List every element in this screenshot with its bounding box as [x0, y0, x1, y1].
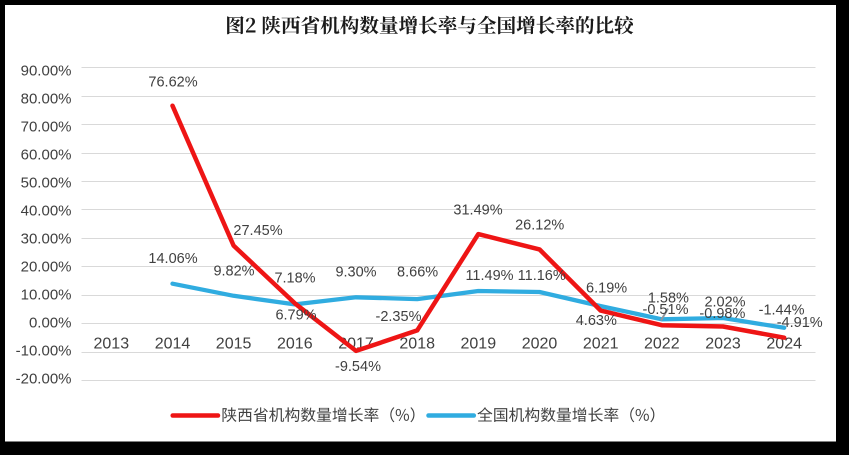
svg-text:0.00%: 0.00% [29, 315, 72, 332]
svg-text:9.30%: 9.30% [335, 264, 376, 280]
svg-text:20.00%: 20.00% [21, 259, 72, 276]
svg-text:11.16%: 11.16% [518, 268, 566, 284]
svg-text:2.02%: 2.02% [704, 295, 745, 311]
svg-text:2018: 2018 [399, 335, 435, 352]
svg-text:2015: 2015 [216, 335, 252, 352]
svg-text:-20.00%: -20.00% [16, 371, 72, 388]
svg-text:14.06%: 14.06% [148, 251, 197, 267]
svg-text:-0.98%: -0.98% [699, 306, 745, 322]
svg-text:60.00%: 60.00% [21, 147, 72, 164]
svg-text:6.79%: 6.79% [275, 307, 316, 323]
svg-text:-2.35%: -2.35% [376, 309, 422, 325]
svg-text:-4.91%: -4.91% [777, 315, 823, 331]
svg-text:2020: 2020 [522, 335, 558, 352]
svg-text:-1.44%: -1.44% [759, 303, 805, 319]
svg-text:-9.54%: -9.54% [335, 359, 381, 375]
svg-text:76.62%: 76.62% [148, 74, 197, 90]
svg-text:30.00%: 30.00% [21, 231, 72, 248]
svg-text:8.66%: 8.66% [397, 264, 438, 280]
svg-text:2019: 2019 [461, 335, 497, 352]
svg-text:2024: 2024 [766, 335, 802, 352]
svg-text:2023: 2023 [705, 335, 741, 352]
svg-text:2022: 2022 [644, 335, 680, 352]
svg-text:4.63%: 4.63% [576, 313, 617, 329]
svg-text:50.00%: 50.00% [21, 175, 72, 192]
svg-text:2021: 2021 [583, 335, 619, 352]
svg-text:6.19%: 6.19% [586, 281, 627, 297]
svg-text:-10.00%: -10.00% [16, 343, 72, 360]
svg-text:10.00%: 10.00% [21, 287, 72, 304]
svg-text:2016: 2016 [277, 335, 313, 352]
svg-text:1.58%: 1.58% [648, 291, 689, 307]
svg-text:7.18%: 7.18% [274, 270, 315, 286]
svg-text:40.00%: 40.00% [21, 203, 72, 220]
svg-text:9.82%: 9.82% [213, 263, 254, 279]
svg-text:31.49%: 31.49% [453, 202, 502, 218]
svg-text:11.49%: 11.49% [465, 268, 513, 284]
svg-text:2014: 2014 [155, 335, 191, 352]
svg-text:27.45%: 27.45% [233, 223, 282, 239]
svg-text:70.00%: 70.00% [21, 119, 72, 136]
svg-text:80.00%: 80.00% [21, 91, 72, 108]
svg-text:26.12%: 26.12% [515, 217, 564, 233]
svg-text:90.00%: 90.00% [21, 63, 72, 80]
svg-text:2013: 2013 [94, 335, 130, 352]
svg-text:-0.51%: -0.51% [643, 302, 689, 318]
